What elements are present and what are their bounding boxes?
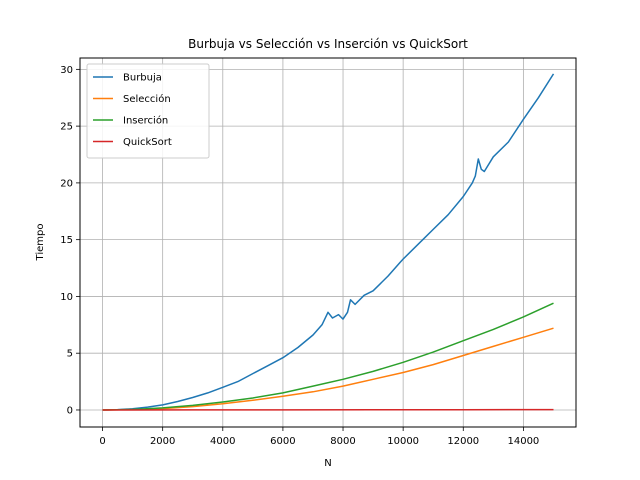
y-tick-label: 15 (60, 235, 73, 246)
series-line-1 (102, 327, 554, 411)
legend-label: Burbuja (123, 73, 162, 84)
x-tick-label: 4000 (210, 436, 235, 447)
chart-title: Burbuja vs Selección vs Inserción vs Qui… (188, 37, 468, 51)
series-layer (102, 73, 555, 411)
x-tick-label: 8000 (330, 436, 355, 447)
y-axis-label: Tiempo (35, 224, 46, 262)
legend: Burbuja Selección Inserción QuickSort (86, 63, 210, 159)
x-tick-label: 12000 (447, 436, 479, 447)
legend-label: QuickSort (123, 137, 172, 148)
series-line-2 (102, 302, 554, 411)
y-tick-label: 20 (60, 178, 73, 189)
legend-label: Selección (123, 93, 171, 105)
plot-frame (79, 57, 577, 428)
x-tick-label: 14000 (507, 436, 539, 447)
series-line-0 (102, 73, 555, 411)
x-tick-label: 10000 (387, 436, 419, 447)
x-axis: 0 2000 4000 6000 8000 10000 12000 14000 (99, 427, 539, 447)
legend-box (86, 63, 210, 159)
y-tick-label: 25 (60, 122, 73, 133)
x-axis-label: N (324, 458, 331, 469)
x-tick-label: 0 (99, 436, 105, 447)
y-tick-label: 0 (67, 405, 73, 416)
legend-label: Inserción (123, 115, 168, 127)
x-tick-label: 2000 (150, 436, 175, 447)
x-tick-label: 6000 (270, 436, 295, 447)
y-tick-label: 30 (60, 65, 73, 76)
y-axis: 0 5 10 15 20 25 30 (60, 65, 80, 416)
y-tick-label: 10 (60, 292, 73, 303)
y-tick-label: 5 (67, 349, 73, 360)
